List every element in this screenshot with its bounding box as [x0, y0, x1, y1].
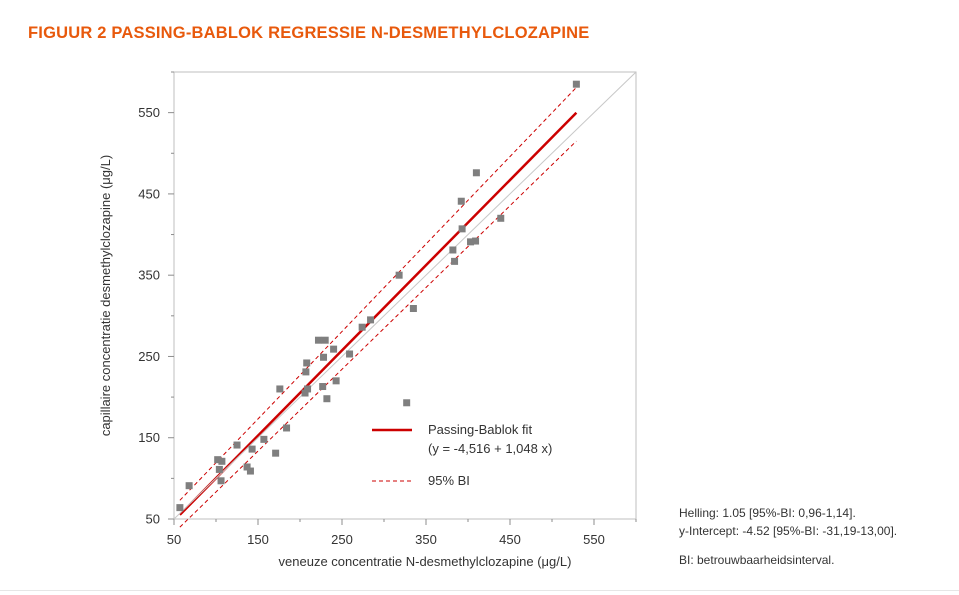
ci-band-line [179, 87, 577, 501]
data-point [248, 445, 256, 453]
x-tick-label: 350 [415, 532, 437, 547]
legend-fit-equation: (y = -4,516 + 1,048 x) [428, 441, 552, 456]
data-point [449, 246, 457, 254]
data-point [314, 336, 322, 344]
identity-line [173, 71, 637, 520]
data-point [303, 359, 311, 367]
legend-fit-label: Passing-Bablok fit [428, 422, 532, 437]
data-point [367, 316, 375, 324]
data-point [215, 465, 223, 473]
y-tick-label: 550 [138, 105, 160, 120]
x-tick-label: 50 [167, 532, 181, 547]
y-tick-label: 150 [138, 430, 160, 445]
data-point [572, 80, 580, 88]
data-point [403, 399, 411, 407]
fit-line [178, 111, 578, 516]
data-point [330, 345, 338, 353]
data-point [358, 323, 366, 331]
y-tick-label: 350 [138, 268, 160, 283]
x-axis-title: veneuze concentratie N-desmethylclozapin… [279, 554, 572, 569]
data-point [260, 435, 268, 443]
data-point [302, 368, 310, 376]
figure-title: FIGUUR 2 PASSING-BABLOK REGRESSIE N-DESM… [28, 24, 590, 42]
axis-ticks [168, 71, 637, 525]
data-point [395, 271, 403, 279]
data-point [467, 238, 475, 246]
y-tick-label: 450 [138, 186, 160, 201]
data-point [472, 169, 480, 177]
data-point [320, 353, 328, 361]
data-point [283, 424, 291, 432]
legend: Passing-Bablok fit (y = -4,516 + 1,048 x… [372, 422, 552, 488]
legend-ci-label: 95% BI [428, 473, 470, 488]
x-tick-label: 550 [583, 532, 605, 547]
data-point [217, 477, 225, 485]
data-point [176, 504, 184, 512]
bottom-divider [0, 590, 959, 591]
plot-frame [173, 71, 637, 520]
data-point [233, 441, 241, 449]
abbreviation-note: BI: betrouwbaarheidsinterval. [679, 553, 835, 567]
data-point [451, 257, 459, 265]
data-point [276, 385, 284, 393]
data-point [214, 456, 222, 464]
data-point [185, 482, 193, 490]
data-point [472, 237, 480, 245]
data-points [176, 80, 580, 512]
x-tick-label: 450 [499, 532, 521, 547]
y-tick-label: 50 [146, 512, 160, 527]
data-point [346, 350, 354, 358]
intercept-note: y-Intercept: -4.52 [95%-BI: -31,19-13,00… [679, 524, 898, 538]
ci-band-line [179, 140, 577, 528]
data-point [243, 463, 251, 471]
data-point [218, 457, 226, 465]
tick-labels: 50 150 250 350 450 550 50 150 250 350 450 550 [138, 105, 605, 547]
data-point [323, 395, 331, 403]
regression-lines [173, 71, 637, 528]
data-point [272, 449, 280, 457]
data-point [332, 377, 340, 385]
data-point [319, 383, 327, 391]
data-point [409, 305, 417, 313]
data-point [321, 336, 329, 344]
data-point [304, 385, 312, 393]
x-tick-label: 250 [331, 532, 353, 547]
y-tick-label: 250 [138, 349, 160, 364]
data-point [246, 467, 254, 475]
data-point [457, 197, 465, 205]
data-point [497, 214, 505, 222]
x-tick-label: 150 [247, 532, 269, 547]
data-point [458, 225, 466, 233]
y-axis-title: capillaire concentratie desmethylclozapi… [98, 155, 113, 436]
data-point [301, 389, 309, 397]
slope-note: Helling: 1.05 [95%-BI: 0,96-1,14]. [679, 506, 856, 520]
